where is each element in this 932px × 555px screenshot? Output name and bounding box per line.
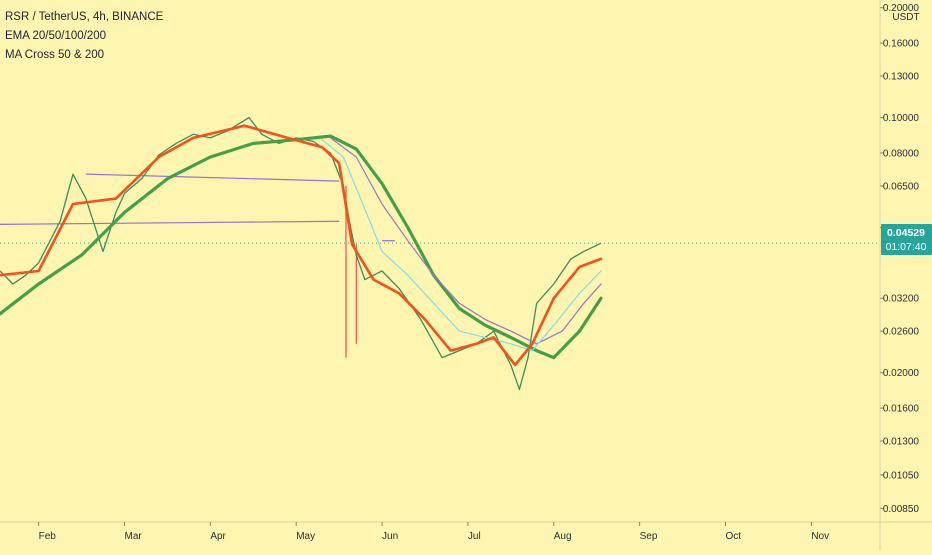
y-tick-label: 0.13000 <box>883 72 920 83</box>
y-tick-label: 0.01300 <box>883 437 920 448</box>
x-tick-label: Mar <box>124 531 142 542</box>
ema-20-line <box>0 124 603 367</box>
chart-legend: RSR / TetherUS, 4h, BINANCE EMA 20/50/10… <box>5 8 163 65</box>
y-tick-label: 0.10000 <box>883 113 920 124</box>
current-price-badge-bg <box>881 224 932 255</box>
ema-100-line <box>329 137 602 345</box>
y-tick-label: 0.03200 <box>883 294 920 305</box>
y-tick-label: 0.06500 <box>883 181 920 192</box>
indicator-ema-label[interactable]: EMA 20/50/100/200 <box>5 30 107 42</box>
y-tick-label: 0.02000 <box>883 368 920 379</box>
y-tick-label: 0.20000 <box>883 3 920 14</box>
ema-50-line <box>321 139 602 352</box>
plot-layer <box>0 116 880 391</box>
time-axis[interactable]: Feb Mar Apr May Jun Jul Aug Sep Oct Nov <box>38 522 829 542</box>
price-line <box>0 116 602 391</box>
x-tick-label: Sep <box>640 531 658 542</box>
current-price-badge: 0.04529 01:07:40 <box>881 224 932 255</box>
symbol-title[interactable]: RSR / TetherUS, 4h, BINANCE <box>5 11 164 23</box>
currency-label: USDT <box>892 12 919 23</box>
x-tick-label: Feb <box>39 531 57 542</box>
x-tick-label: Jun <box>382 531 398 542</box>
y-tick-label: 0.08000 <box>883 148 920 159</box>
y-tick-label: 0.00850 <box>883 504 920 515</box>
current-price-label: 0.04529 <box>887 227 925 239</box>
x-tick-label: Apr <box>210 531 226 542</box>
ema-200-line <box>0 134 603 360</box>
x-tick-label: Nov <box>811 531 829 542</box>
trendline-1 <box>0 220 340 225</box>
indicator-ma-cross-label[interactable]: MA Cross 50 & 200 <box>5 49 105 61</box>
y-tick-label: 0.01600 <box>883 404 920 415</box>
countdown-label: 01:07:40 <box>886 241 927 253</box>
x-tick-label: Oct <box>725 531 741 542</box>
y-tick-label: 0.16000 <box>883 39 920 50</box>
x-tick-label: Aug <box>554 531 572 542</box>
x-tick-label: May <box>296 531 315 542</box>
y-tick-label: 0.01050 <box>883 470 920 481</box>
x-tick-label: Jul <box>468 531 481 542</box>
trendline-2 <box>85 173 340 182</box>
y-tick-label: 0.02600 <box>883 327 920 338</box>
